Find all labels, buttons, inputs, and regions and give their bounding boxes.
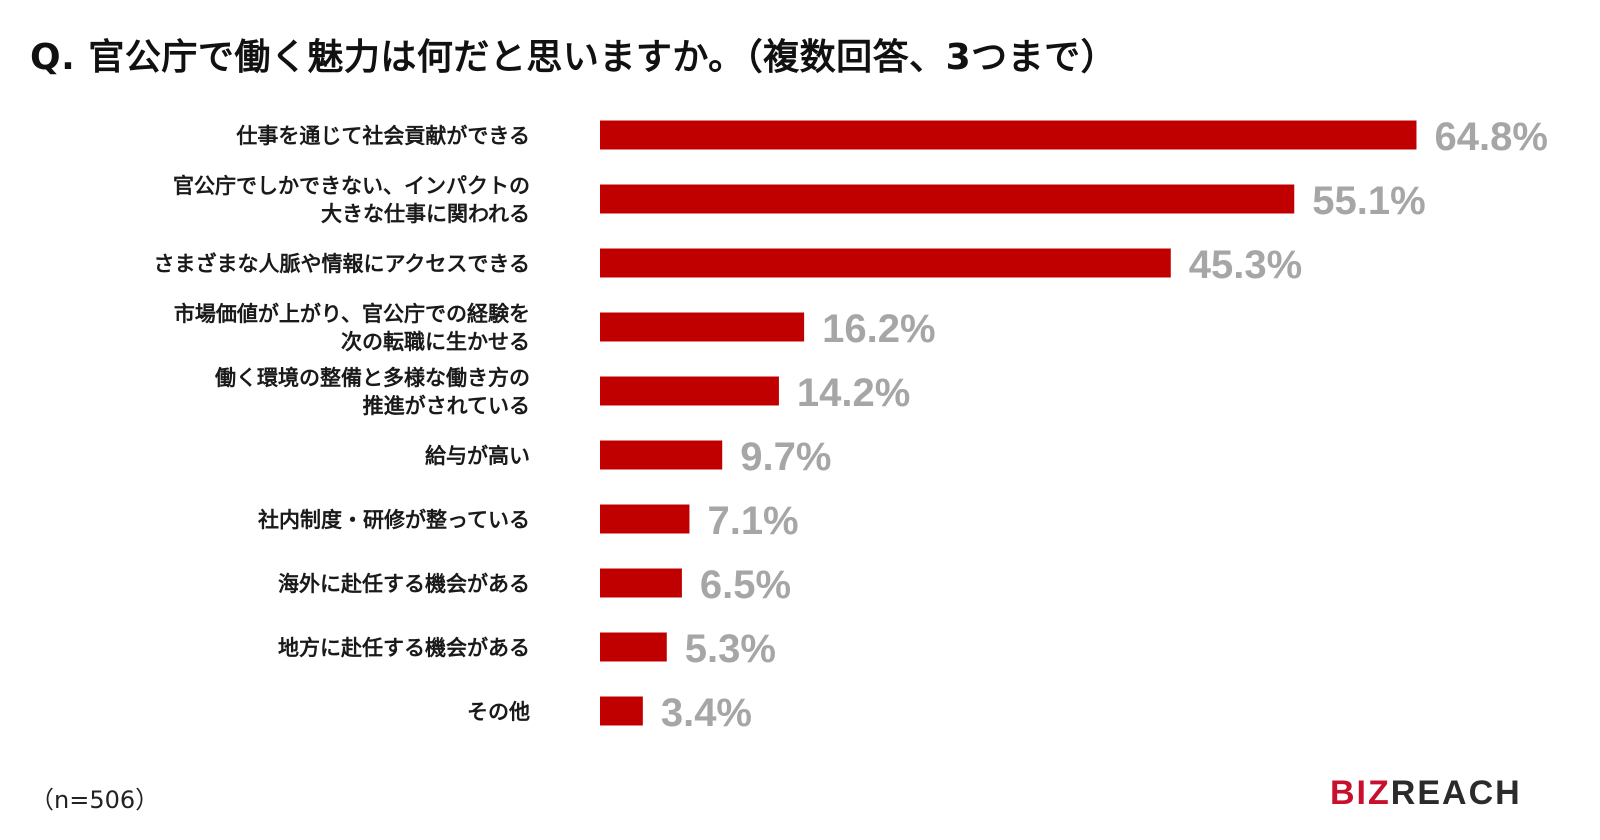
category-label-2: さまざまな人脈や情報にアクセスできる <box>153 252 530 276</box>
value-label-4: 14.2% <box>797 371 910 415</box>
category-label-3-line-1: 次の転職に生かせる <box>341 330 530 354</box>
bar-4 <box>600 376 779 406</box>
value-label-3: 16.2% <box>822 307 935 351</box>
bar-6 <box>600 504 690 534</box>
bar-9 <box>600 696 643 726</box>
bizreach-logo: BIZREACH <box>1330 776 1522 810</box>
bar-0 <box>600 120 1417 150</box>
bar-2 <box>600 248 1171 278</box>
category-label-5: 給与が高い <box>425 444 530 468</box>
bar-8 <box>600 632 667 662</box>
value-label-9: 3.4% <box>661 691 752 735</box>
category-label-1-line-0: 官公庁でしかできない、インパクトの <box>173 174 530 198</box>
category-label-1-line-1: 大きな仕事に関われる <box>321 202 530 226</box>
category-label-6: 社内制度・研修が整っている <box>257 508 530 532</box>
bar-5 <box>600 440 723 470</box>
chart-title: Q. 官公庁で働く魅力は何だと思いますか。（複数回答、3つまで） <box>30 37 1118 78</box>
bar-1 <box>600 184 1295 214</box>
category-label-9: その他 <box>467 700 530 724</box>
value-label-2: 45.3% <box>1189 243 1302 287</box>
category-label-4-line-0: 働く環境の整備と多様な働き方の <box>214 366 530 390</box>
value-label-6: 7.1% <box>707 499 798 543</box>
value-label-7: 6.5% <box>700 563 791 607</box>
category-label-7: 海外に赴任する機会がある <box>278 572 530 596</box>
category-label-4-line-1: 推進がされている <box>363 394 530 418</box>
logo-part-biz: BIZ <box>1330 774 1391 812</box>
value-label-5: 9.7% <box>740 435 831 479</box>
category-label-0: 仕事を通じて社会貢献ができる <box>235 124 530 148</box>
logo-part-reach: REACH <box>1390 774 1522 812</box>
category-label-3-line-0: 市場価値が上がり、官公庁での経験を <box>174 302 530 326</box>
category-label-8: 地方に赴任する機会がある <box>278 636 530 660</box>
bar-7 <box>600 568 682 598</box>
bar-3 <box>600 312 805 342</box>
value-label-8: 5.3% <box>685 627 776 671</box>
value-label-0: 64.8% <box>1434 115 1547 159</box>
value-label-1: 55.1% <box>1312 179 1425 223</box>
sample-size-note: （n=506） <box>30 786 160 814</box>
